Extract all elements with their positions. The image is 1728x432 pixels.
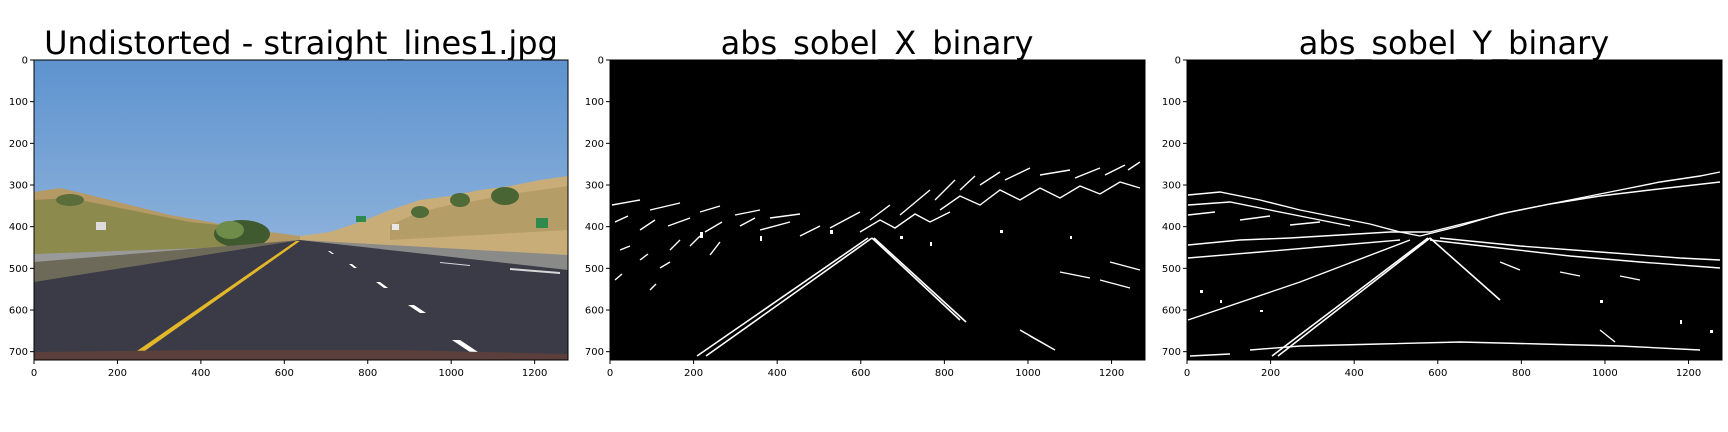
- y-tick-label-sobel-x-7: 700: [585, 347, 604, 358]
- y-tick-label-sobel-y-6: 600: [1162, 306, 1181, 317]
- y-tick-label-sobel-x-2: 200: [585, 139, 604, 150]
- x-tick-label-undistorted-0: 0: [31, 368, 37, 379]
- x-tick-label-sobel-y-2: 400: [1345, 368, 1364, 379]
- y-tick-label-sobel-y-1: 100: [1162, 97, 1181, 108]
- y-tick-label-sobel-y-2: 200: [1162, 139, 1181, 150]
- x-tick-label-undistorted-5: 1000: [438, 368, 463, 379]
- road-photo: [34, 60, 568, 360]
- panel-title-sobel-x: abs_sobel_X_binary: [721, 24, 1034, 62]
- x-tick-label-sobel-x-0: 0: [607, 368, 613, 379]
- panel-title-undistorted: Undistorted - straight_lines1.jpg: [44, 24, 558, 62]
- panel-frame-undistorted: [33, 59, 569, 361]
- panel-title-sobel-y: abs_sobel_Y_binary: [1299, 24, 1609, 62]
- y-tick-label-sobel-y-7: 700: [1162, 347, 1181, 358]
- x-tick-label-sobel-y-6: 1200: [1676, 368, 1701, 379]
- x-tick-label-sobel-y-5: 1000: [1592, 368, 1617, 379]
- x-tick-label-sobel-x-6: 1200: [1099, 368, 1124, 379]
- x-tick-label-sobel-x-1: 200: [684, 368, 703, 379]
- x-tick-label-sobel-x-2: 400: [768, 368, 787, 379]
- y-tick-label-undistorted-0: 0: [22, 56, 28, 67]
- panel-frame-sobel-y: [1186, 59, 1723, 361]
- y-tick-label-sobel-y-5: 500: [1162, 264, 1181, 275]
- y-tick-label-sobel-x-5: 500: [585, 264, 604, 275]
- y-tick-label-undistorted-7: 700: [9, 347, 28, 358]
- y-tick-label-sobel-x-4: 400: [585, 222, 604, 233]
- x-tick-label-undistorted-6: 1200: [522, 368, 547, 379]
- x-tick-label-undistorted-2: 400: [191, 368, 210, 379]
- y-tick-label-sobel-x-0: 0: [598, 56, 604, 67]
- x-tick-label-undistorted-4: 800: [358, 368, 377, 379]
- x-tick-label-sobel-y-0: 0: [1184, 368, 1190, 379]
- y-tick-label-undistorted-4: 400: [9, 222, 28, 233]
- x-tick-label-undistorted-3: 600: [275, 368, 294, 379]
- y-tick-label-undistorted-6: 600: [9, 306, 28, 317]
- y-tick-label-sobel-x-6: 600: [585, 306, 604, 317]
- x-tick-label-sobel-y-1: 200: [1261, 368, 1280, 379]
- y-tick-label-sobel-x-1: 100: [585, 97, 604, 108]
- y-tick-label-sobel-y-3: 300: [1162, 181, 1181, 192]
- y-tick-label-undistorted-5: 500: [9, 264, 28, 275]
- x-tick-label-undistorted-1: 200: [108, 368, 127, 379]
- sobel-y-binary-image: [1187, 60, 1722, 360]
- x-tick-label-sobel-x-3: 600: [851, 368, 870, 379]
- y-tick-label-undistorted-3: 300: [9, 181, 28, 192]
- y-tick-label-sobel-y-4: 400: [1162, 222, 1181, 233]
- x-tick-label-sobel-y-4: 800: [1512, 368, 1531, 379]
- panel-frame-sobel-x: [609, 59, 1146, 361]
- x-tick-label-sobel-x-4: 800: [935, 368, 954, 379]
- y-tick-label-sobel-x-3: 300: [585, 181, 604, 192]
- sobel-x-binary-image: [610, 60, 1145, 360]
- y-tick-label-sobel-y-0: 0: [1175, 56, 1181, 67]
- x-tick-label-sobel-x-5: 1000: [1015, 368, 1040, 379]
- y-tick-label-undistorted-1: 100: [9, 97, 28, 108]
- x-tick-label-sobel-y-3: 600: [1428, 368, 1447, 379]
- y-tick-label-undistorted-2: 200: [9, 139, 28, 150]
